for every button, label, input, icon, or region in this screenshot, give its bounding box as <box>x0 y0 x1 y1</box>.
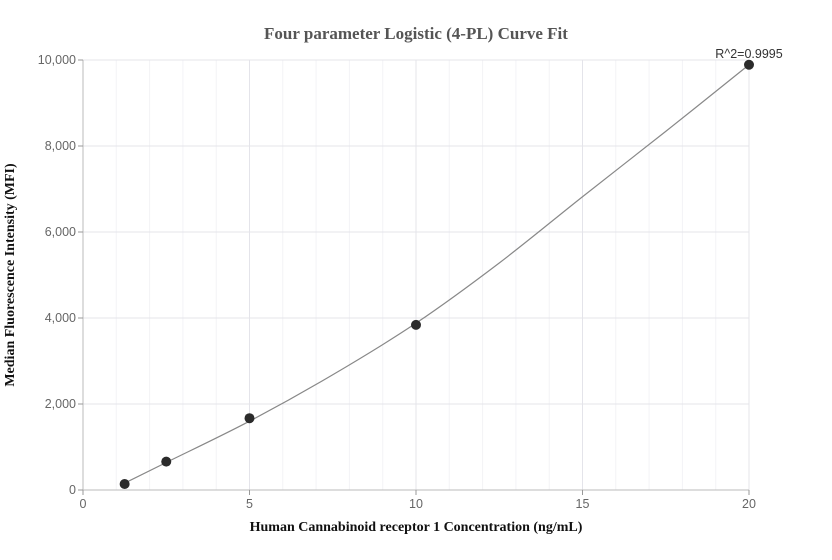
y-tick-label: 4,000 <box>45 311 76 325</box>
fit-curve-layer <box>124 64 750 484</box>
y-tick-label: 0 <box>69 483 76 497</box>
data-point <box>244 413 255 424</box>
x-tick-label: 5 <box>246 497 253 511</box>
x-tick-label: 20 <box>742 497 756 511</box>
x-tick-label: 0 <box>80 497 87 511</box>
y-tick-label: 2,000 <box>45 397 76 411</box>
grid <box>83 59 750 490</box>
data-point <box>161 456 172 467</box>
fit-curve-line <box>124 64 750 484</box>
data-point <box>119 478 130 489</box>
data-point <box>744 59 754 70</box>
r-squared-annotation: R^2=0.9995 <box>715 47 782 61</box>
y-tick-label: 6,000 <box>45 225 76 239</box>
y-axis-title: Median Fluorescence Intensity (MFI) <box>3 163 18 387</box>
data-points <box>119 59 754 489</box>
y-tick-label: 10,000 <box>38 53 76 67</box>
x-tick-label: 10 <box>409 497 423 511</box>
chart-title: Four parameter Logistic (4-PL) Curve Fit <box>264 24 568 43</box>
axes: 0 5 10 15 20 0 2,000 4,000 6,000 8,000 10,000 <box>38 53 756 511</box>
y-tick-label: 8,000 <box>45 139 76 153</box>
data-point <box>411 319 421 330</box>
x-tick-label: 15 <box>576 497 590 511</box>
x-axis-title: Human Cannabinoid receptor 1 Concentrati… <box>250 520 583 535</box>
